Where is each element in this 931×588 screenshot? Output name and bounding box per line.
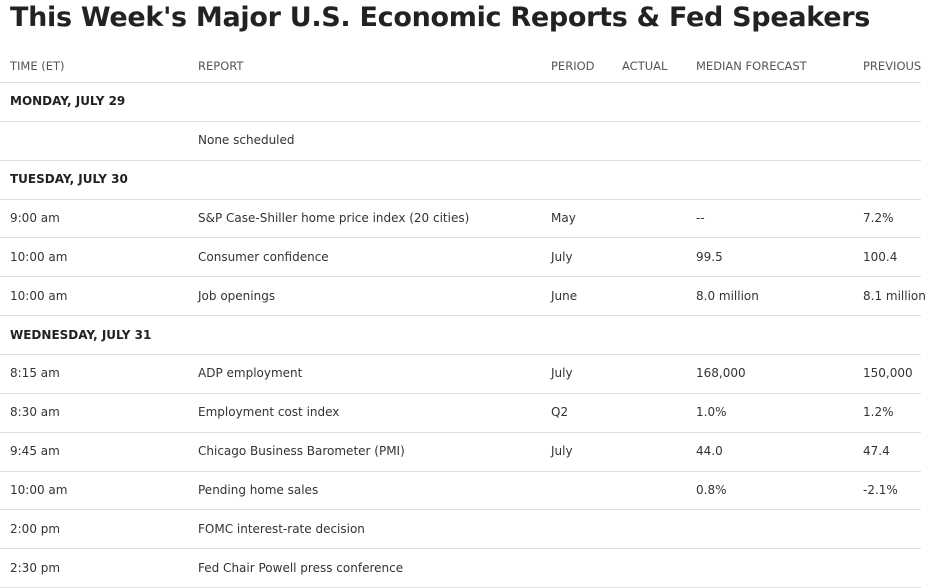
cell-time: 9:45 am — [10, 444, 60, 459]
cell-time: 10:00 am — [10, 482, 68, 497]
column-header: PERIOD — [551, 59, 595, 73]
cell-period: July — [551, 249, 573, 264]
title: This Week's Major U.S. Economic Reports … — [10, 2, 870, 33]
cell-forecast: 0.8% — [696, 482, 727, 497]
row-divider — [0, 159, 921, 161]
row-divider — [0, 82, 921, 83]
column-header: ACTUAL — [622, 59, 668, 73]
cell-time: 10:00 am — [10, 249, 68, 264]
cell-time: 2:30 pm — [10, 560, 61, 575]
cell-time: 2:00 pm — [10, 521, 61, 536]
cell-previous: 8.1 million — [863, 288, 926, 303]
row-divider — [0, 353, 921, 355]
cell-forecast: -- — [696, 210, 705, 225]
row-divider — [0, 276, 921, 278]
row-divider — [0, 315, 921, 317]
cell-forecast: 99.5 — [696, 249, 723, 264]
column-header: PREVIOUS — [863, 59, 922, 73]
cell-report: ADP employment — [198, 366, 303, 381]
day-header: MONDAY, JULY 29 — [10, 94, 126, 109]
row-divider — [0, 509, 921, 511]
row-divider — [0, 470, 921, 472]
column-header: MEDIAN FORECAST — [696, 59, 807, 73]
cell-forecast: 168,000 — [696, 366, 746, 381]
cell-forecast: 8.0 million — [696, 288, 759, 303]
cell-report: Consumer confidence — [198, 249, 329, 264]
row-divider — [0, 392, 921, 394]
cell-previous: 47.4 — [863, 444, 890, 459]
cell-period: June — [551, 288, 578, 303]
row-divider — [0, 198, 921, 200]
cell-time: 8:15 am — [10, 366, 60, 381]
cell-report: Fed Chair Powell press conference — [198, 560, 404, 575]
day-header: WEDNESDAY, JULY 31 — [10, 327, 152, 342]
cell-report: Pending home sales — [198, 482, 319, 497]
cell-time: 8:30 am — [10, 405, 60, 420]
cell-report: S&P Case-Shiller home price index (20 ci… — [198, 210, 470, 225]
cell-period: July — [551, 444, 573, 459]
cell-time: 9:00 am — [10, 210, 60, 225]
cell-period: Q2 — [551, 405, 569, 420]
column-header: TIME (ET) — [10, 59, 65, 73]
row-divider — [0, 237, 921, 239]
row-divider — [0, 120, 921, 122]
cell-report: Employment cost index — [198, 405, 340, 420]
cell-report: None scheduled — [198, 133, 295, 148]
cell-previous: 1.2% — [863, 405, 894, 420]
cell-forecast: 1.0% — [696, 405, 727, 420]
cell-previous: -2.1% — [863, 482, 898, 497]
cell-report: FOMC interest-rate decision — [198, 521, 365, 536]
cell-previous: 100.4 — [863, 249, 898, 264]
day-header: TUESDAY, JULY 30 — [10, 172, 128, 187]
cell-time: 10:00 am — [10, 288, 68, 303]
cell-period: May — [551, 210, 576, 225]
cell-report: Chicago Business Barometer (PMI) — [198, 444, 405, 459]
row-divider — [0, 548, 921, 550]
column-header: REPORT — [198, 59, 244, 73]
cell-forecast: 44.0 — [696, 444, 723, 459]
row-divider — [0, 431, 921, 433]
cell-period: July — [551, 366, 573, 381]
cell-previous: 7.2% — [863, 210, 894, 225]
cell-report: Job openings — [198, 288, 276, 303]
cell-previous: 150,000 — [863, 366, 913, 381]
